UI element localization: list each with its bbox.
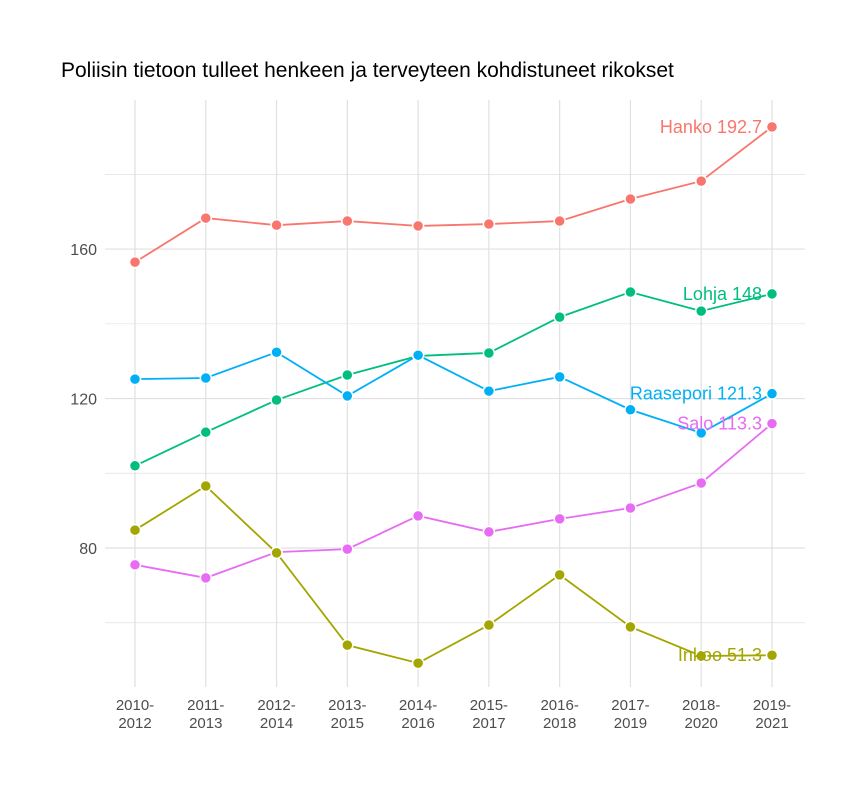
end-label-hanko: Hanko 192.7 xyxy=(660,117,762,137)
x-tick-label: 2015-2017 xyxy=(470,697,508,732)
data-point xyxy=(482,346,496,360)
data-point xyxy=(411,219,425,233)
x-tick-label: 2016-2018 xyxy=(540,697,578,732)
data-point xyxy=(128,372,142,386)
x-tick-label: 2011-2013 xyxy=(187,697,224,732)
data-point xyxy=(553,214,566,228)
data-point xyxy=(199,425,213,439)
data-point xyxy=(411,348,425,362)
data-point xyxy=(694,174,708,188)
data-point xyxy=(553,370,566,384)
data-point xyxy=(765,648,779,662)
data-point xyxy=(694,476,708,490)
data-point xyxy=(128,558,142,572)
data-point xyxy=(411,509,425,523)
data-point xyxy=(411,656,425,670)
x-tick-label: 2010-2012 xyxy=(116,697,154,732)
end-label-inkoo: Inkoo 51.3 xyxy=(678,645,762,665)
data-point xyxy=(553,512,566,526)
data-point xyxy=(694,649,708,663)
y-axis: 80 120 160 xyxy=(70,242,97,558)
series-line-salo xyxy=(134,422,773,579)
series-line-hanko xyxy=(134,126,773,263)
data-point xyxy=(482,384,496,398)
series-line-inkoo xyxy=(134,484,773,665)
x-tick-label: 2014-2016 xyxy=(399,697,437,732)
data-point xyxy=(199,571,213,585)
data-point xyxy=(128,459,142,473)
data-point xyxy=(341,368,354,382)
y-tick-label: 80 xyxy=(79,541,97,558)
x-tick-label: 2018-2020 xyxy=(682,697,720,732)
data-point xyxy=(199,211,213,225)
data-point xyxy=(270,546,283,560)
data-point xyxy=(341,542,354,556)
data-point xyxy=(765,287,779,301)
data-point xyxy=(765,120,779,134)
end-label-raasepori: Raasepori 121.3 xyxy=(630,384,762,404)
series-line-lohja xyxy=(134,291,773,467)
data-point xyxy=(199,479,213,493)
x-axis: 2010-2012 2011-2013 2012-2014 2013-2015 2014… xyxy=(116,697,791,732)
data-point xyxy=(624,192,637,206)
x-tick-label: 2017-2019 xyxy=(611,697,649,732)
data-point xyxy=(341,214,354,228)
data-point xyxy=(128,523,142,537)
data-point xyxy=(482,525,496,539)
data-point xyxy=(482,618,496,632)
data-point xyxy=(341,638,354,652)
y-tick-label: 160 xyxy=(70,242,97,259)
data-point xyxy=(553,568,566,582)
data-point xyxy=(624,403,637,417)
data-point xyxy=(624,285,637,299)
data-point xyxy=(482,217,496,231)
data-point xyxy=(341,389,354,403)
end-labels: Hanko 192.7 Lohja 148 Raasepori 121.3 Salo … xyxy=(630,117,762,665)
data-point xyxy=(624,501,637,515)
data-point xyxy=(199,371,213,385)
data-point xyxy=(553,310,566,324)
series-group xyxy=(128,120,779,670)
data-point xyxy=(270,218,283,232)
data-point xyxy=(624,620,637,634)
data-point xyxy=(270,345,283,359)
data-point xyxy=(765,387,779,400)
data-point xyxy=(128,255,142,269)
y-tick-label: 120 xyxy=(70,392,97,409)
end-label-salo: Salo 113.3 xyxy=(677,414,762,434)
chart-title: Poliisin tietoon tulleet henkeen ja terv… xyxy=(61,59,674,82)
x-tick-label: 2019-2021 xyxy=(753,697,791,732)
x-tick-label: 2013-2015 xyxy=(328,697,366,732)
data-point xyxy=(270,393,283,407)
x-tick-label: 2012-2014 xyxy=(257,697,295,732)
data-point xyxy=(694,304,708,318)
data-point xyxy=(765,417,779,430)
data-point xyxy=(694,426,708,440)
series-line-raasepori xyxy=(134,351,773,434)
end-label-lohja: Lohja 148 xyxy=(683,284,762,304)
